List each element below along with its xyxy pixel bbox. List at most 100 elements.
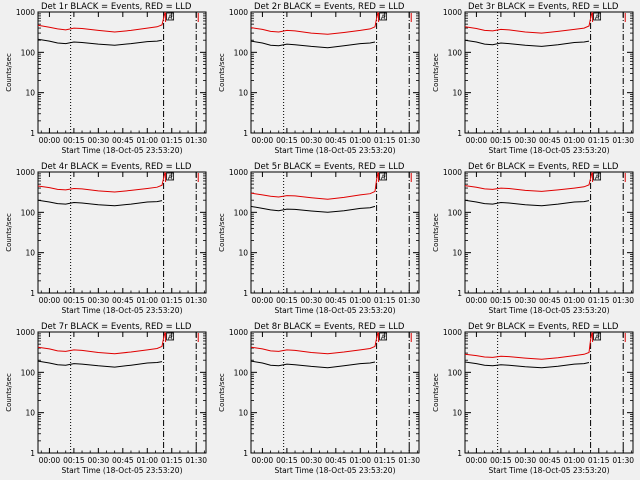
x-tick-label: 00:00	[252, 136, 274, 145]
x-tick-label: 00:15	[63, 456, 85, 465]
y-tick-label: 1	[30, 129, 35, 138]
x-axis-label: Start Time (18-Oct-05 23:53:20)	[488, 306, 609, 315]
y-tick-label: 1	[30, 289, 35, 298]
x-tick-label: 00:00	[252, 456, 274, 465]
y-tick-label: 1000	[16, 168, 35, 177]
annotation-marker-label: A	[381, 174, 386, 182]
x-tick-label: 01:15	[588, 296, 610, 305]
x-tick-label: 00:45	[325, 456, 347, 465]
lld-series-line	[464, 171, 593, 192]
y-tick-label: 1000	[443, 8, 462, 17]
y-tick-label: 100	[21, 368, 36, 377]
y-tick-label: 1	[457, 289, 462, 298]
y-tick-label: 100	[234, 368, 249, 377]
annotation-marker-label: A	[381, 334, 386, 342]
chart-title: Det 5r BLACK = Events, RED = LLD	[254, 162, 405, 172]
chart-title: Det 4r BLACK = Events, RED = LLD	[41, 162, 192, 172]
x-tick-label: 01:30	[398, 136, 420, 145]
y-axis-label: Counts/sec	[218, 213, 226, 252]
x-tick-label: 01:15	[161, 136, 183, 145]
y-tick-label: 1000	[229, 168, 248, 177]
y-axis-label: Counts/sec	[5, 373, 13, 412]
y-tick-label: 1	[243, 449, 248, 458]
chart-title: Det 2r BLACK = Events, RED = LLD	[254, 2, 405, 12]
x-tick-label: 00:00	[39, 296, 61, 305]
x-tick-label: 01:00	[563, 456, 585, 465]
y-tick-label: 1000	[229, 8, 248, 17]
events-series-line	[464, 199, 590, 207]
y-tick-label: 100	[448, 368, 463, 377]
events-series-line	[464, 361, 590, 369]
lld-series-line	[464, 331, 593, 360]
annotation-marker-label: A	[595, 14, 600, 22]
x-axis-label: Start Time (18-Oct-05 23:53:20)	[274, 466, 395, 475]
lld-series-line	[250, 331, 379, 355]
y-tick-label: 1	[30, 449, 35, 458]
y-tick-label: 1	[243, 289, 248, 298]
chart-title: Det 7r BLACK = Events, RED = LLD	[41, 322, 192, 332]
events-series-line	[250, 40, 376, 49]
x-tick-label: 01:15	[588, 136, 610, 145]
y-tick-label: 10	[452, 409, 462, 418]
y-tick-label: 100	[448, 208, 463, 217]
y-tick-label: 100	[234, 208, 249, 217]
x-tick-label: 01:30	[185, 296, 207, 305]
x-tick-label: 00:45	[112, 136, 134, 145]
y-tick-label: 1000	[16, 8, 35, 17]
annotation-marker-label: A	[595, 334, 600, 342]
y-tick-label: 10	[25, 409, 35, 418]
x-tick-label: 00:30	[301, 136, 323, 145]
x-tick-label: 00:15	[490, 456, 512, 465]
x-tick-label: 01:30	[185, 456, 207, 465]
events-series-line	[464, 39, 590, 47]
x-tick-label: 00:45	[539, 136, 561, 145]
events-series-line	[37, 38, 163, 46]
chart-title: Det 1r BLACK = Events, RED = LLD	[41, 2, 192, 12]
y-tick-label: 10	[238, 89, 248, 98]
x-tick-label: 00:45	[325, 296, 347, 305]
x-tick-label: 00:45	[539, 456, 561, 465]
x-tick-label: 00:45	[539, 296, 561, 305]
chart-title: Det 3r BLACK = Events, RED = LLD	[468, 2, 619, 12]
x-tick-label: 01:30	[398, 456, 420, 465]
annotation-marker-box	[166, 332, 175, 341]
x-tick-label: 01:30	[185, 136, 207, 145]
events-series-line	[250, 360, 376, 369]
x-axis-label: Start Time (18-Oct-05 23:53:20)	[274, 306, 395, 315]
chart-title: Det 6r BLACK = Events, RED = LLD	[468, 162, 619, 172]
x-tick-label: 00:45	[325, 136, 347, 145]
plot-frame	[37, 171, 207, 294]
x-tick-label: 00:00	[39, 456, 61, 465]
y-axis-label: Counts/sec	[218, 373, 226, 412]
x-tick-label: 01:15	[374, 296, 396, 305]
lld-series-line	[250, 171, 379, 200]
plot-frame	[464, 171, 634, 294]
detector-chart-7: Det 7r BLACK = Events, RED = LLD Counts/s…	[5, 322, 207, 475]
x-tick-label: 01:00	[349, 296, 371, 305]
x-tick-label: 00:30	[515, 456, 537, 465]
detector-chart-2: Det 2r BLACK = Events, RED = LLD Counts/s…	[218, 2, 420, 155]
x-tick-label: 00:30	[88, 136, 110, 145]
plot-frame	[250, 331, 420, 454]
annotation-marker-label: A	[168, 174, 173, 182]
x-tick-label: 00:45	[112, 456, 134, 465]
annotation-marker-label: A	[168, 334, 173, 342]
x-tick-label: 01:00	[563, 136, 585, 145]
x-tick-label: 00:30	[515, 136, 537, 145]
y-tick-label: 100	[21, 48, 36, 57]
x-tick-label: 00:30	[301, 456, 323, 465]
x-tick-label: 00:15	[276, 136, 298, 145]
y-tick-label: 100	[234, 48, 249, 57]
x-tick-label: 00:30	[88, 296, 110, 305]
y-axis-label: Counts/sec	[432, 213, 440, 252]
y-tick-label: 10	[452, 89, 462, 98]
plot-frame	[250, 11, 420, 134]
x-tick-label: 00:45	[112, 296, 134, 305]
annotation-marker-label: A	[595, 174, 600, 182]
plot-frame	[464, 331, 634, 454]
x-tick-label: 00:15	[276, 456, 298, 465]
y-tick-label: 10	[25, 89, 35, 98]
x-tick-label: 00:15	[63, 136, 85, 145]
x-tick-label: 01:00	[136, 456, 158, 465]
y-tick-label: 1	[243, 129, 248, 138]
